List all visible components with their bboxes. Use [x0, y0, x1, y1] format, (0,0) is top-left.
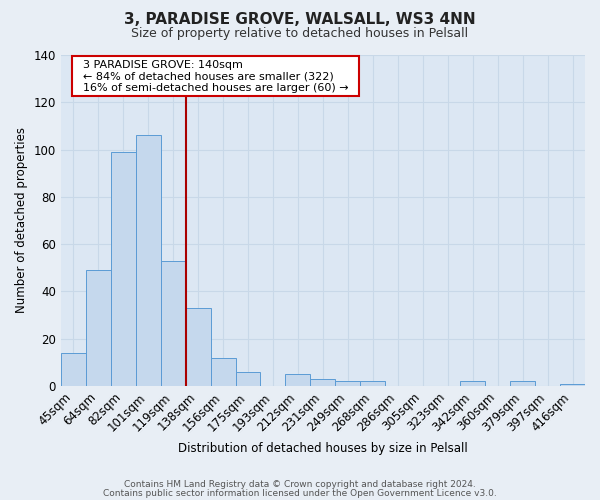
Bar: [286, 374, 310, 386]
Bar: [560, 384, 585, 386]
Text: 3 PARADISE GROVE: 140sqm
  ← 84% of detached houses are smaller (322)
  16% of s: 3 PARADISE GROVE: 140sqm ← 84% of detach…: [76, 60, 355, 93]
Bar: [211, 358, 236, 386]
Bar: [510, 381, 535, 386]
Bar: [335, 381, 361, 386]
X-axis label: Distribution of detached houses by size in Pelsall: Distribution of detached houses by size …: [178, 442, 468, 455]
Bar: [136, 136, 161, 386]
Y-axis label: Number of detached properties: Number of detached properties: [15, 128, 28, 314]
Text: Contains public sector information licensed under the Open Government Licence v3: Contains public sector information licen…: [103, 488, 497, 498]
Bar: [111, 152, 136, 386]
Bar: [161, 260, 185, 386]
Text: 3, PARADISE GROVE, WALSALL, WS3 4NN: 3, PARADISE GROVE, WALSALL, WS3 4NN: [124, 12, 476, 26]
Bar: [460, 381, 485, 386]
Bar: [310, 379, 335, 386]
Text: Size of property relative to detached houses in Pelsall: Size of property relative to detached ho…: [131, 28, 469, 40]
Bar: [61, 353, 86, 386]
Bar: [236, 372, 260, 386]
Text: Contains HM Land Registry data © Crown copyright and database right 2024.: Contains HM Land Registry data © Crown c…: [124, 480, 476, 489]
Bar: [86, 270, 111, 386]
Bar: [185, 308, 211, 386]
Bar: [361, 381, 385, 386]
